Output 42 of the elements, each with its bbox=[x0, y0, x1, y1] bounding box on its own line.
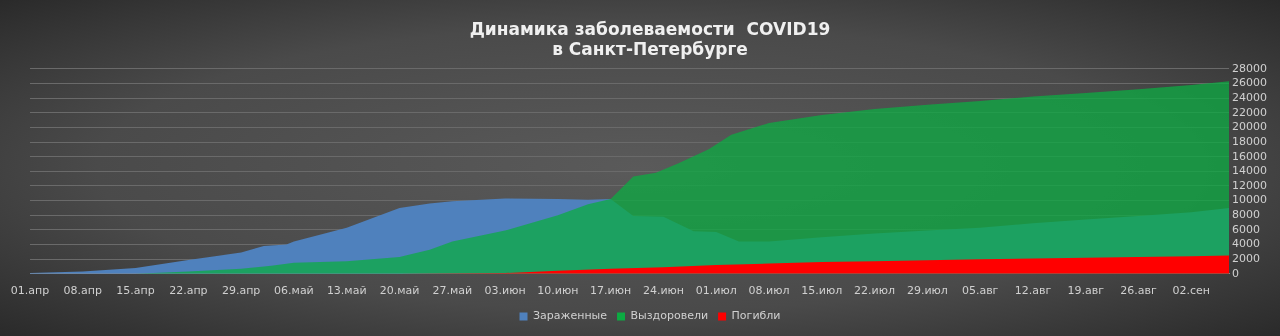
x-tick-label: 20.май bbox=[379, 284, 420, 298]
x-tick-label: 08.апр bbox=[63, 284, 102, 298]
y-tick-label: 14000 bbox=[1232, 164, 1268, 178]
y-tick-label: 6000 bbox=[1232, 222, 1261, 236]
x-tick-label: 27.май bbox=[432, 284, 473, 298]
x-tick-label: 05.авг bbox=[961, 284, 999, 298]
y-tick-label: 18000 bbox=[1232, 134, 1268, 148]
x-tick-label: 10.июн bbox=[537, 284, 579, 298]
x-tick-label: 08.июл bbox=[748, 284, 790, 298]
legend-label: Погибли bbox=[731, 309, 781, 323]
y-tick-label: 0 bbox=[1232, 266, 1240, 280]
x-tick-label: 26.авг bbox=[1120, 284, 1157, 298]
y-tick-label: 24000 bbox=[1232, 90, 1268, 104]
y-tick-label: 8000 bbox=[1232, 208, 1261, 222]
x-tick-label: 03.июн bbox=[484, 284, 526, 298]
x-tick-label: 29.июл bbox=[906, 284, 948, 298]
y-tick-label: 16000 bbox=[1232, 149, 1268, 163]
legend-label: Зараженные bbox=[533, 309, 608, 323]
x-tick-label: 02.сен bbox=[1172, 284, 1211, 298]
x-tick-label: 29.апр bbox=[221, 284, 261, 298]
x-tick-label: 17.июн bbox=[590, 284, 632, 298]
y-tick-label: 4000 bbox=[1232, 237, 1261, 251]
y-tick-label: 10000 bbox=[1232, 193, 1268, 207]
x-tick-label: 13.май bbox=[326, 284, 367, 298]
x-tick-label: 24.июн bbox=[642, 284, 684, 298]
y-tick-label: 26000 bbox=[1232, 76, 1268, 90]
x-tick-label: 06.май bbox=[274, 284, 314, 298]
chart-title: Динамика заболеваемости COVID19 в Санкт-Петербурге bbox=[469, 18, 831, 60]
y-tick-label: 2000 bbox=[1232, 252, 1261, 266]
x-tick-label: 12.авг bbox=[1014, 284, 1052, 298]
x-tick-label: 19.авг bbox=[1067, 284, 1105, 298]
y-tick-label: 22000 bbox=[1232, 105, 1268, 119]
x-tick-label: 15.июл bbox=[801, 284, 843, 298]
x-tick-label: 22.апр bbox=[169, 284, 208, 298]
y-tick-label: 28000 bbox=[1232, 61, 1268, 75]
y-tick-label: 20000 bbox=[1232, 120, 1268, 134]
legend-label: Выздоровели bbox=[630, 309, 709, 323]
x-tick-label: 15.апр bbox=[116, 284, 155, 298]
x-tick-label: 01.апр bbox=[10, 284, 50, 298]
x-tick-label: 22.июл bbox=[854, 284, 896, 298]
y-tick-label: 12000 bbox=[1232, 178, 1268, 192]
x-tick-label: 01.июл bbox=[695, 284, 737, 298]
